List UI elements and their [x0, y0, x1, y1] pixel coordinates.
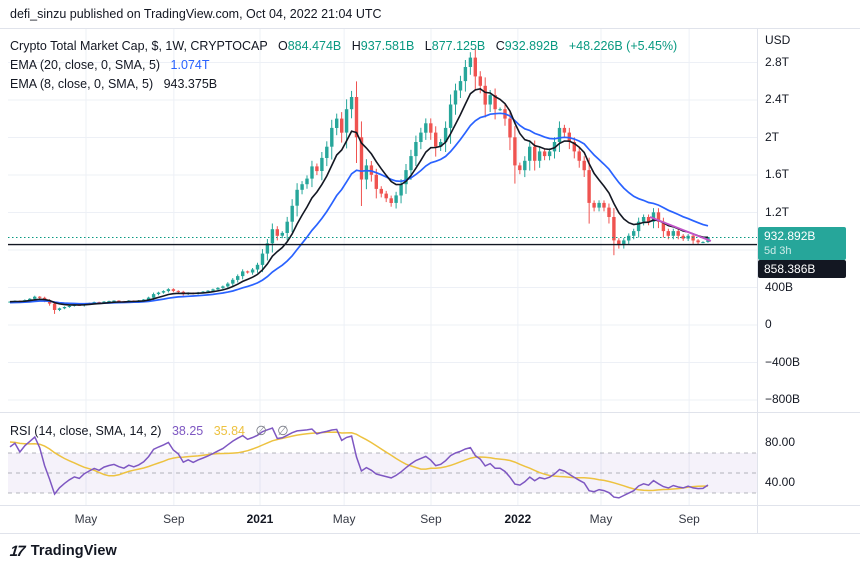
footer-brand[interactable]: 17 TradingView	[9, 540, 117, 562]
time-tick-label: May	[589, 512, 613, 526]
ema20-line	[9, 112, 709, 305]
close-value: 932.892B	[504, 39, 559, 53]
time-tick-label: 2022	[504, 512, 532, 526]
price-tick-label: −400B	[765, 354, 801, 369]
tradingview-logo-icon[interactable]: 17	[9, 542, 25, 560]
change-value: +48.226B (+5.45%)	[568, 39, 678, 53]
rsi-tick-label: 40.00	[765, 475, 796, 489]
tradingview-wordmark[interactable]: TradingView	[30, 543, 117, 559]
price-tick-label: 400B	[765, 279, 794, 294]
ema20-legend-row[interactable]: EMA (20, close, 0, SMA, 5) 1.074T	[10, 56, 677, 75]
price-tick-label: 2T	[765, 129, 780, 144]
rsi-ma-line	[9, 431, 709, 492]
empty-value-icon: ∅	[255, 423, 267, 438]
rsi-value: 38.25	[171, 424, 204, 438]
rsi-label: RSI (14, close, SMA, 14, 2)	[10, 424, 162, 438]
symbol-title: Crypto Total Market Cap, $, 1W, CRYPTOCA…	[10, 39, 268, 53]
last-price-badge: 932.892B 5d 3h	[758, 227, 846, 260]
price-tick-label: 1.2T	[765, 204, 790, 219]
attribution-bar: defi_sinzu published on TradingView.com,…	[0, 0, 860, 28]
time-tick-label: Sep	[678, 512, 700, 526]
price-axis-currency: USD	[765, 33, 791, 47]
price-tick-label: 1.6T	[765, 167, 790, 181]
price-tick-label: 2.4T	[765, 92, 790, 106]
bar-countdown: 5d 3h	[764, 245, 792, 257]
time-tick-label: May	[74, 512, 98, 526]
time-tick-label: May	[332, 512, 356, 526]
rsi-ma-value: 35.84	[213, 424, 245, 438]
last-price-value: 932.892B	[764, 229, 816, 243]
level-price-value: 858.386B	[764, 262, 816, 276]
ema20-value: 1.074T	[170, 58, 210, 72]
rsi-legend-row[interactable]: RSI (14, close, SMA, 14, 2) 38.25 35.84 …	[10, 421, 289, 440]
ema8-label: EMA (8, close, 0, SMA, 5)	[10, 77, 154, 91]
ema8-line	[9, 88, 709, 306]
low-value: 877.125B	[431, 39, 486, 53]
time-tick-label: Sep	[163, 512, 185, 526]
price-tick-label: 0	[765, 317, 772, 331]
ema8-legend-row[interactable]: EMA (8, close, 0, SMA, 5) 943.375B	[10, 75, 677, 94]
rsi-line	[9, 427, 709, 499]
time-tick-label: Sep	[420, 512, 442, 526]
main-legend: Crypto Total Market Cap, $, 1W, CRYPTOCA…	[10, 37, 677, 94]
attribution-text: defi_sinzu published on TradingView.com,…	[10, 7, 382, 21]
open-value: 884.474B	[287, 39, 342, 53]
price-tick-label: −800B	[765, 392, 801, 406]
rsi-legend: RSI (14, close, SMA, 14, 2) 38.25 35.84 …	[10, 421, 289, 440]
time-tick-label: 2021	[246, 512, 274, 526]
high-label: H	[351, 39, 361, 53]
candles-layer[interactable]	[8, 49, 710, 314]
low-label: L	[424, 39, 432, 53]
symbol-legend-row[interactable]: Crypto Total Market Cap, $, 1W, CRYPTOCA…	[10, 37, 677, 56]
empty-value-icon: ∅	[277, 423, 289, 438]
trendline-drawing[interactable]	[649, 216, 712, 242]
ema8-value: 943.375B	[163, 77, 218, 91]
ema20-label: EMA (20, close, 0, SMA, 5)	[10, 58, 161, 72]
high-value: 937.581B	[360, 39, 415, 53]
rsi-tick-label: 80.00	[765, 435, 796, 449]
level-price-badge: 858.386B	[758, 260, 846, 278]
close-label: C	[495, 39, 505, 53]
open-label: O	[278, 39, 288, 53]
price-tick-label: 2.8T	[765, 54, 790, 69]
